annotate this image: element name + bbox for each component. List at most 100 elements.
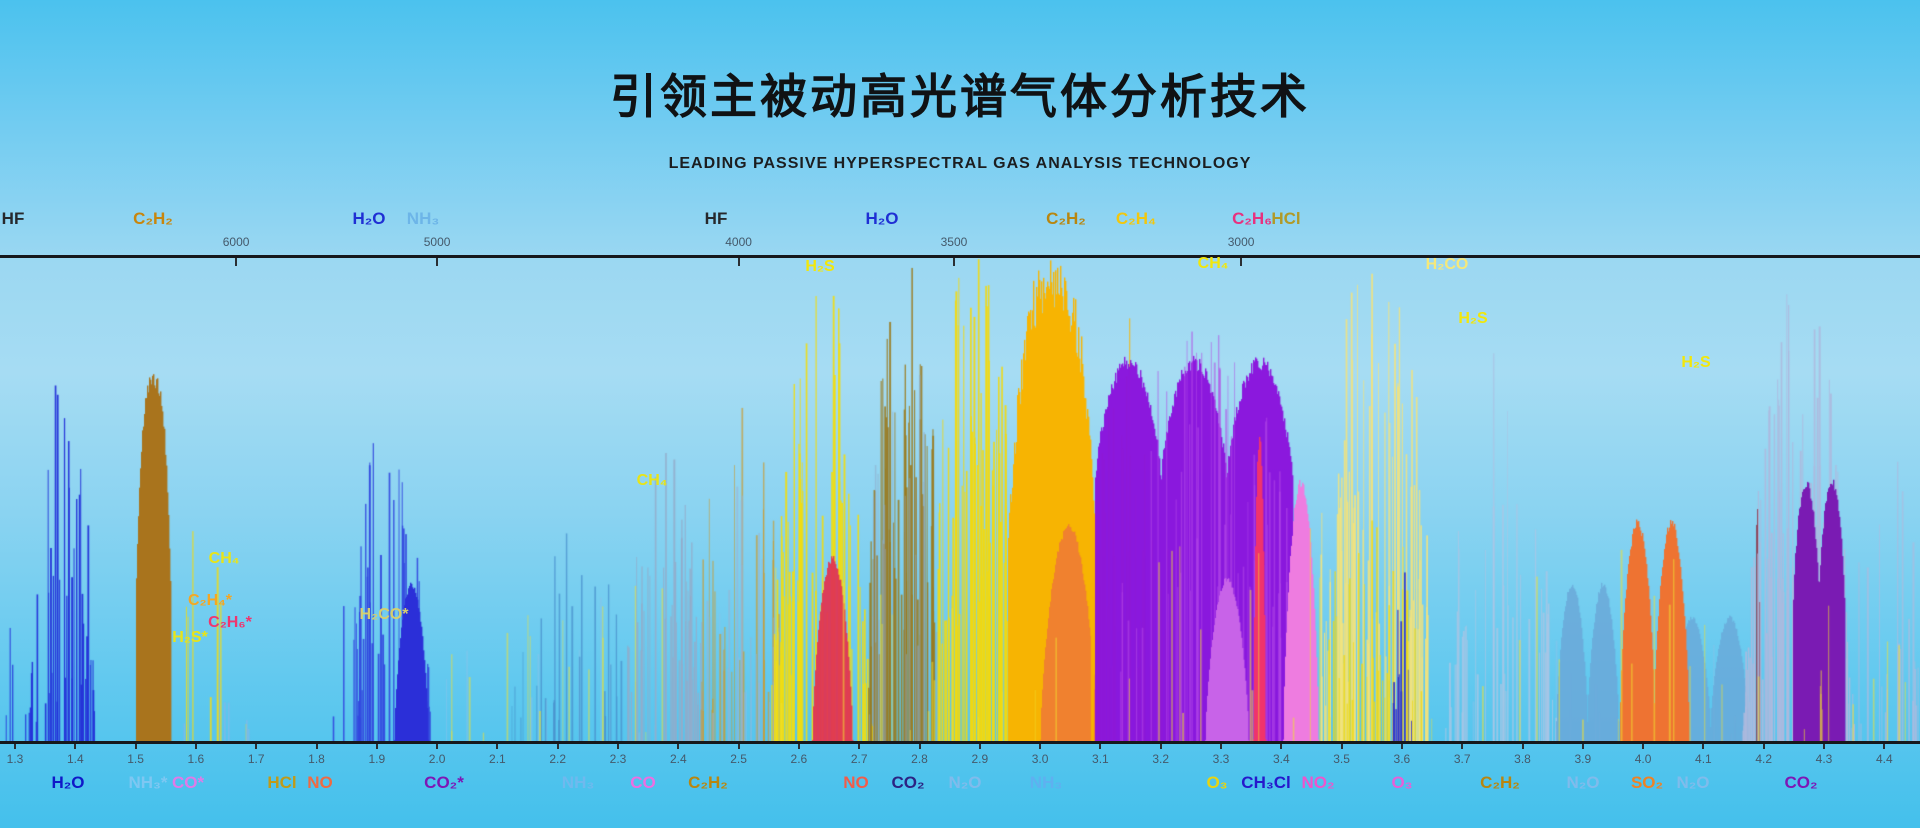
gas-label-top: HF	[1, 209, 25, 228]
bottom-axis-tick	[1099, 744, 1102, 749]
gas-label-chart: H₂S*	[172, 629, 208, 646]
bottom-axis-tick	[255, 744, 258, 749]
bottom-axis-tick-label: 1.4	[66, 752, 84, 766]
gas-label-top: C₂H₂	[1046, 209, 1086, 228]
top-axis-tick-label: 4000	[725, 235, 752, 249]
gas-label-bottom: NO	[307, 773, 333, 792]
bottom-axis-tick	[1521, 744, 1524, 749]
bottom-axis-tick-label: 3.4	[1272, 752, 1290, 766]
bottom-axis-tick	[1159, 744, 1162, 749]
bottom-axis-tick	[1883, 744, 1886, 749]
bottom-axis-tick	[1702, 744, 1705, 749]
gas-label-chart: C₂H₄*	[187, 592, 233, 609]
bottom-axis-tick-label: 3.7	[1453, 752, 1471, 766]
bottom-axis-tick-label: 1.5	[127, 752, 144, 766]
top-axis-tick-label: 3000	[1227, 235, 1255, 249]
bottom-axis-tick	[1400, 744, 1403, 749]
gas-label-bottom: HCl	[267, 773, 297, 792]
bottom-axis-tick	[436, 744, 439, 749]
gas-label-chart: CH₄	[1197, 255, 1229, 272]
gas-label-bottom: NH₃*	[128, 773, 168, 792]
gas-label-chart: H₂CO*	[359, 606, 409, 623]
bottom-axis-tick-label: 1.9	[368, 752, 386, 766]
bottom-axis-tick	[1220, 744, 1222, 749]
bottom-axis-tick	[617, 744, 619, 749]
bottom-axis-tick	[978, 744, 981, 749]
bottom-axis-tick	[375, 744, 378, 749]
bottom-axis-tick-label: 2.9	[971, 752, 989, 766]
bottom-axis-tick-label: 4.3	[1815, 752, 1833, 766]
bottom-axis-tick-label: 4.0	[1634, 752, 1652, 766]
bottom-axis-tick	[1581, 744, 1584, 749]
gas-label-bottom: NO	[843, 773, 869, 792]
spectra-canvas	[0, 258, 1920, 741]
bottom-axis-tick-label: 4.2	[1755, 752, 1773, 766]
bottom-axis-tick-label: 3.0	[1031, 752, 1049, 766]
bottom-axis-tick	[556, 744, 559, 749]
gas-label-bottom: H₂O	[51, 773, 85, 792]
bottom-axis-tick	[677, 744, 680, 749]
bottom-axis-tick	[1642, 744, 1645, 749]
gas-label-top: HCl	[1271, 209, 1301, 228]
bottom-axis-tick	[858, 744, 861, 749]
bottom-axis-line	[0, 741, 1920, 744]
bottom-axis-tick-label: 2.5	[730, 752, 747, 766]
bottom-axis-tick-label: 1.6	[187, 752, 205, 766]
bottom-axis-tick-label: 4.1	[1695, 752, 1712, 766]
bottom-axis-tick-label: 3.6	[1393, 752, 1411, 766]
top-axis-tick-label: 5000	[423, 235, 451, 249]
gas-label-bottom: C₂H₂	[688, 773, 728, 792]
bottom-axis-tick	[194, 744, 197, 749]
bottom-axis-tick-label: 3.9	[1574, 752, 1592, 766]
bottom-axis-tick	[737, 744, 740, 749]
gas-label-bottom: O₃	[1391, 773, 1413, 792]
gas-label-bottom: SO₂	[1630, 773, 1664, 792]
bottom-axis-tick	[315, 744, 318, 749]
bottom-axis-tick	[918, 744, 921, 749]
bottom-axis-tick	[1823, 744, 1825, 749]
gas-label-bottom: CO₂	[891, 773, 925, 792]
gas-label-top: C₂H₆	[1232, 209, 1272, 228]
gas-label-top: H₂O	[352, 209, 386, 228]
bottom-axis-tick	[797, 744, 800, 749]
bottom-axis-tick-label: 1.7	[247, 752, 265, 766]
bottom-axis-tick-label: 1.8	[308, 752, 325, 766]
top-axis-line	[0, 255, 1920, 258]
bottom-axis-tick-label: 2.0	[428, 752, 446, 766]
bottom-axis-tick-label: 4.4	[1875, 752, 1893, 766]
gas-label-bottom: CO*	[171, 773, 205, 792]
gas-label-bottom: N₂O	[1566, 773, 1600, 792]
bottom-axis-tick-label: 2.6	[790, 752, 808, 766]
bottom-axis-tick	[1762, 744, 1765, 749]
bottom-axis-tick	[1461, 744, 1464, 749]
top-axis-tick-label: 6000	[222, 235, 250, 249]
gas-label-top: C₂H₄	[1115, 209, 1157, 228]
gas-label-top: C₂H₂	[133, 209, 173, 228]
bottom-axis-tick	[1340, 744, 1343, 749]
page-subtitle: LEADING PASSIVE HYPERSPECTRAL GAS ANALYS…	[668, 155, 1252, 172]
bottom-axis-tick-label: 2.4	[669, 752, 687, 766]
gas-label-chart: H₂S	[1458, 310, 1488, 327]
gas-label-bottom: CO₂	[1784, 773, 1818, 792]
bottom-axis-tick-label: 3.3	[1212, 752, 1230, 766]
bottom-axis-tick	[74, 744, 77, 749]
bottom-axis-tick-label: 2.7	[850, 752, 868, 766]
gas-label-top: NH₃	[406, 209, 440, 228]
gas-label-chart: CH₄	[208, 550, 240, 567]
bottom-axis-tick	[1039, 744, 1042, 749]
gas-label-bottom: CO₂*	[424, 773, 464, 792]
gas-label-bottom: NH₃	[1029, 773, 1063, 792]
gas-label-bottom: NH₃	[561, 773, 595, 792]
gas-label-bottom: CH₃Cl	[1241, 773, 1291, 792]
gas-label-bottom: CO	[630, 773, 656, 792]
gas-label-bottom: N₂O	[948, 773, 982, 792]
gas-label-bottom: C₂H₂	[1480, 773, 1520, 792]
gas-label-chart: CH₄	[636, 472, 668, 489]
bottom-axis-tick	[1280, 744, 1283, 749]
bottom-axis-tick-label: 3.1	[1092, 752, 1109, 766]
gas-label-chart: H₂S	[805, 258, 835, 275]
page-title: 引领主被动高光谱气体分析技术	[610, 70, 1310, 123]
bottom-axis-tick	[496, 744, 499, 749]
bottom-axis-tick-label: 2.1	[489, 752, 506, 766]
bottom-axis-tick-label: 2.2	[549, 752, 567, 766]
